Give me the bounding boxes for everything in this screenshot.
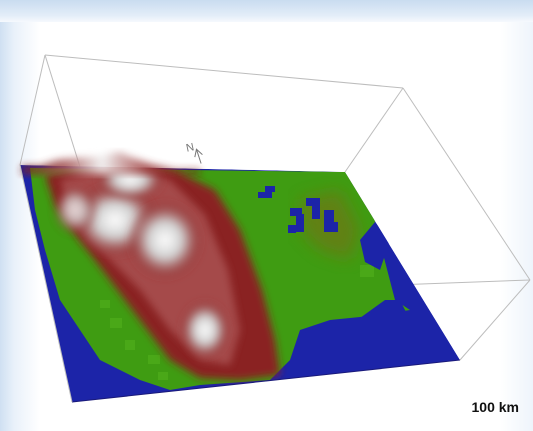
terrain-surface[interactable] (20, 160, 460, 402)
window-top-band (0, 0, 533, 22)
north-arrow-icon (194, 148, 203, 164)
terrain-front-edge (71, 359, 461, 403)
bounding-box-front (19, 164, 531, 403)
ridge-silhouette (22, 152, 200, 174)
north-label: N (185, 141, 195, 154)
scale-label: 100 km (471, 399, 519, 415)
